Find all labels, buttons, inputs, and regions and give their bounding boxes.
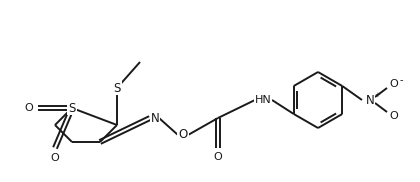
Text: S: S [113, 82, 121, 94]
Text: N: N [151, 112, 159, 124]
Text: S: S [68, 102, 76, 114]
Text: +: + [374, 92, 380, 98]
Text: -: - [399, 75, 403, 85]
Text: O: O [178, 128, 188, 141]
Text: O: O [25, 103, 33, 113]
Text: O: O [390, 111, 399, 121]
Text: HN: HN [255, 95, 271, 105]
Text: O: O [51, 153, 59, 163]
Text: O: O [390, 79, 399, 89]
Text: O: O [214, 152, 222, 162]
Text: N: N [366, 94, 374, 106]
